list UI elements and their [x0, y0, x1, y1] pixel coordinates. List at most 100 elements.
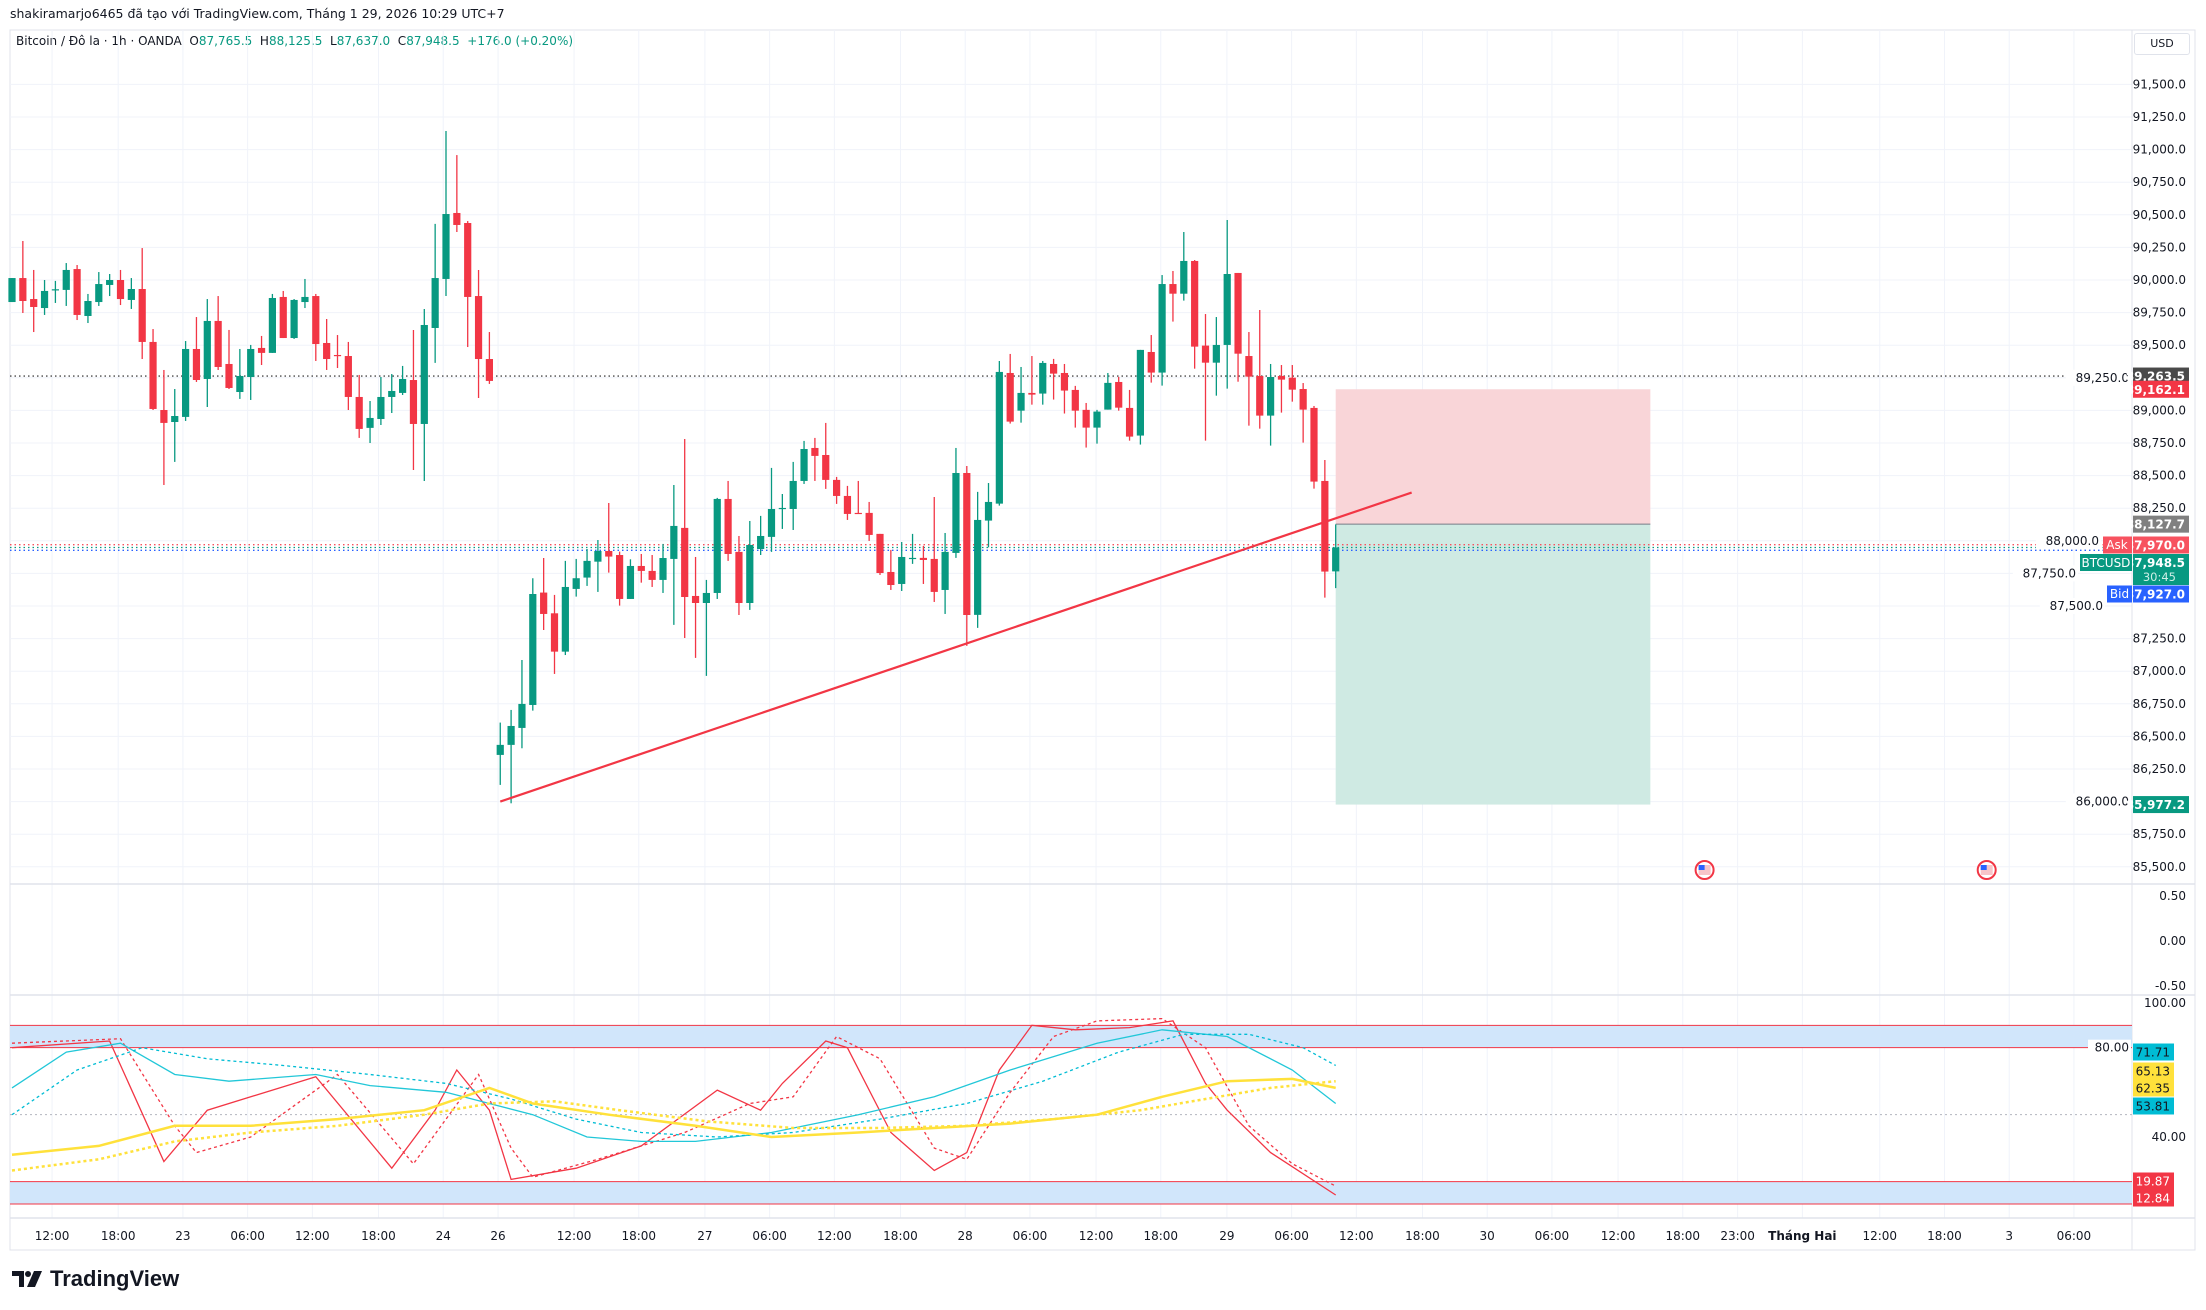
candle-down: [1028, 392, 1036, 395]
currency-selector[interactable]: USD: [2134, 33, 2190, 55]
price-axis-label: 85,750.0: [2133, 827, 2186, 841]
candle-down: [540, 592, 548, 614]
time-axis-label: 18:00: [1405, 1229, 1440, 1243]
candle-down: [409, 380, 418, 424]
price-axis-label: 88,250.0: [2133, 501, 2186, 515]
time-axis-label: 06:00: [1535, 1229, 1570, 1243]
candle-down: [637, 565, 645, 571]
candle-down: [876, 533, 884, 574]
candle-up: [496, 744, 504, 755]
time-axis-label: 29: [1219, 1229, 1234, 1243]
oscillator-value-badge: [2133, 1172, 2174, 1190]
candle-up: [561, 586, 569, 652]
candle-up: [399, 378, 407, 393]
oscillator-band: [10, 1025, 2132, 1048]
oscillator-series-0: [11, 1020, 1337, 1196]
candle-down: [30, 299, 38, 307]
price-axis-label: 89,750.0: [2133, 306, 2186, 320]
time-axis-label: 12:00: [1079, 1229, 1114, 1243]
ask-price-badge: [2133, 536, 2189, 554]
candle-up: [247, 348, 255, 378]
candle-down: [691, 595, 700, 604]
candle-up: [984, 501, 993, 521]
candle-up: [594, 550, 602, 562]
entry-price-badge: [2133, 515, 2189, 533]
candle-up: [908, 557, 917, 560]
oscillator-value-label: 19.87: [2136, 1175, 2170, 1189]
candle-up: [789, 480, 797, 509]
candle-up: [431, 278, 439, 328]
oscillator-value-badge: [2133, 1079, 2174, 1097]
candle-down: [214, 320, 222, 367]
candle-down: [1169, 284, 1177, 294]
candle-up: [1158, 284, 1166, 373]
candle-up: [702, 592, 710, 604]
candle-up: [529, 594, 537, 705]
candle-down: [192, 348, 201, 381]
price-axis-label: 90,750.0: [2133, 175, 2186, 189]
tradingview-logo[interactable]: TradingView: [12, 1266, 179, 1292]
time-axis-label: 18:00: [1665, 1229, 1700, 1243]
price-axis-label: 87,250.0: [2133, 632, 2186, 646]
candle-up: [182, 348, 190, 417]
candle-up: [203, 320, 211, 379]
time-axis-label: 18:00: [1927, 1229, 1962, 1243]
take-profit-zone: [1335, 524, 1651, 805]
time-axis-label: 23:00: [1720, 1229, 1755, 1243]
symbol-legend[interactable]: Bitcoin / Đô la · 1h · OANDA O87,765.5 H…: [16, 34, 573, 48]
candle-up: [898, 556, 906, 584]
candle-down: [1147, 351, 1155, 373]
pane-axis-label: 0.50: [2159, 889, 2186, 903]
candle-down: [1256, 375, 1264, 416]
time-axis-label: 24: [436, 1229, 451, 1243]
oscillator-series-1: [11, 1017, 1336, 1187]
time-axis-label: 06:00: [230, 1229, 265, 1243]
candle-down: [1060, 372, 1069, 391]
ask-price-label: 87,970.0: [2126, 539, 2185, 553]
candle-up: [507, 725, 515, 745]
candle-down: [1006, 372, 1014, 422]
candle-down: [963, 472, 971, 615]
price-axis-label: 87,000.0: [2133, 664, 2186, 678]
candle-down: [257, 347, 266, 353]
chart-frame: [9, 29, 2196, 1251]
candle-up: [670, 525, 678, 559]
price-axis-label: 86,750.0: [2133, 697, 2186, 711]
candle-down: [1191, 260, 1199, 347]
candle-down: [811, 447, 819, 456]
time-axis-label: 18:00: [361, 1229, 396, 1243]
price-axis-label: 90,250.0: [2133, 240, 2186, 254]
time-axis-label: 18:00: [621, 1229, 656, 1243]
candle-down: [225, 363, 233, 388]
candle-up: [583, 560, 591, 578]
candle-down: [1288, 377, 1296, 390]
entry-price-label: 88,127.7: [2126, 518, 2185, 532]
candle-down: [1125, 407, 1134, 437]
oscillator-value-badge: [2133, 1097, 2174, 1115]
close-label: C: [397, 34, 407, 48]
candle-up: [388, 390, 396, 397]
candle-down: [138, 288, 146, 342]
candle-down: [1234, 272, 1242, 354]
candle-up: [778, 507, 786, 510]
candle-down: [344, 356, 352, 397]
trendline: [499, 491, 1413, 803]
bid-tag: [2107, 585, 2132, 603]
time-axis-label: 30: [1480, 1229, 1495, 1243]
time-axis-label: 06:00: [1013, 1229, 1048, 1243]
candle-down: [865, 512, 873, 535]
target-price-label: 85,977.2: [2126, 798, 2185, 812]
candle-down: [843, 495, 852, 514]
candle-up: [1223, 274, 1231, 345]
candle-up: [106, 280, 114, 285]
high-value: 88,125.5: [268, 34, 323, 48]
flag-canton: [1980, 865, 1987, 870]
price-axis-label: 87,750.0: [2023, 566, 2076, 580]
tradingview-logo-icon: [12, 1271, 42, 1287]
ask-tag: [2103, 536, 2132, 554]
candle-up: [377, 396, 385, 420]
price-axis-label: 91,500.0: [2133, 77, 2186, 91]
oscillator-series-5: [11, 1079, 1336, 1172]
candle-up: [1267, 377, 1275, 416]
